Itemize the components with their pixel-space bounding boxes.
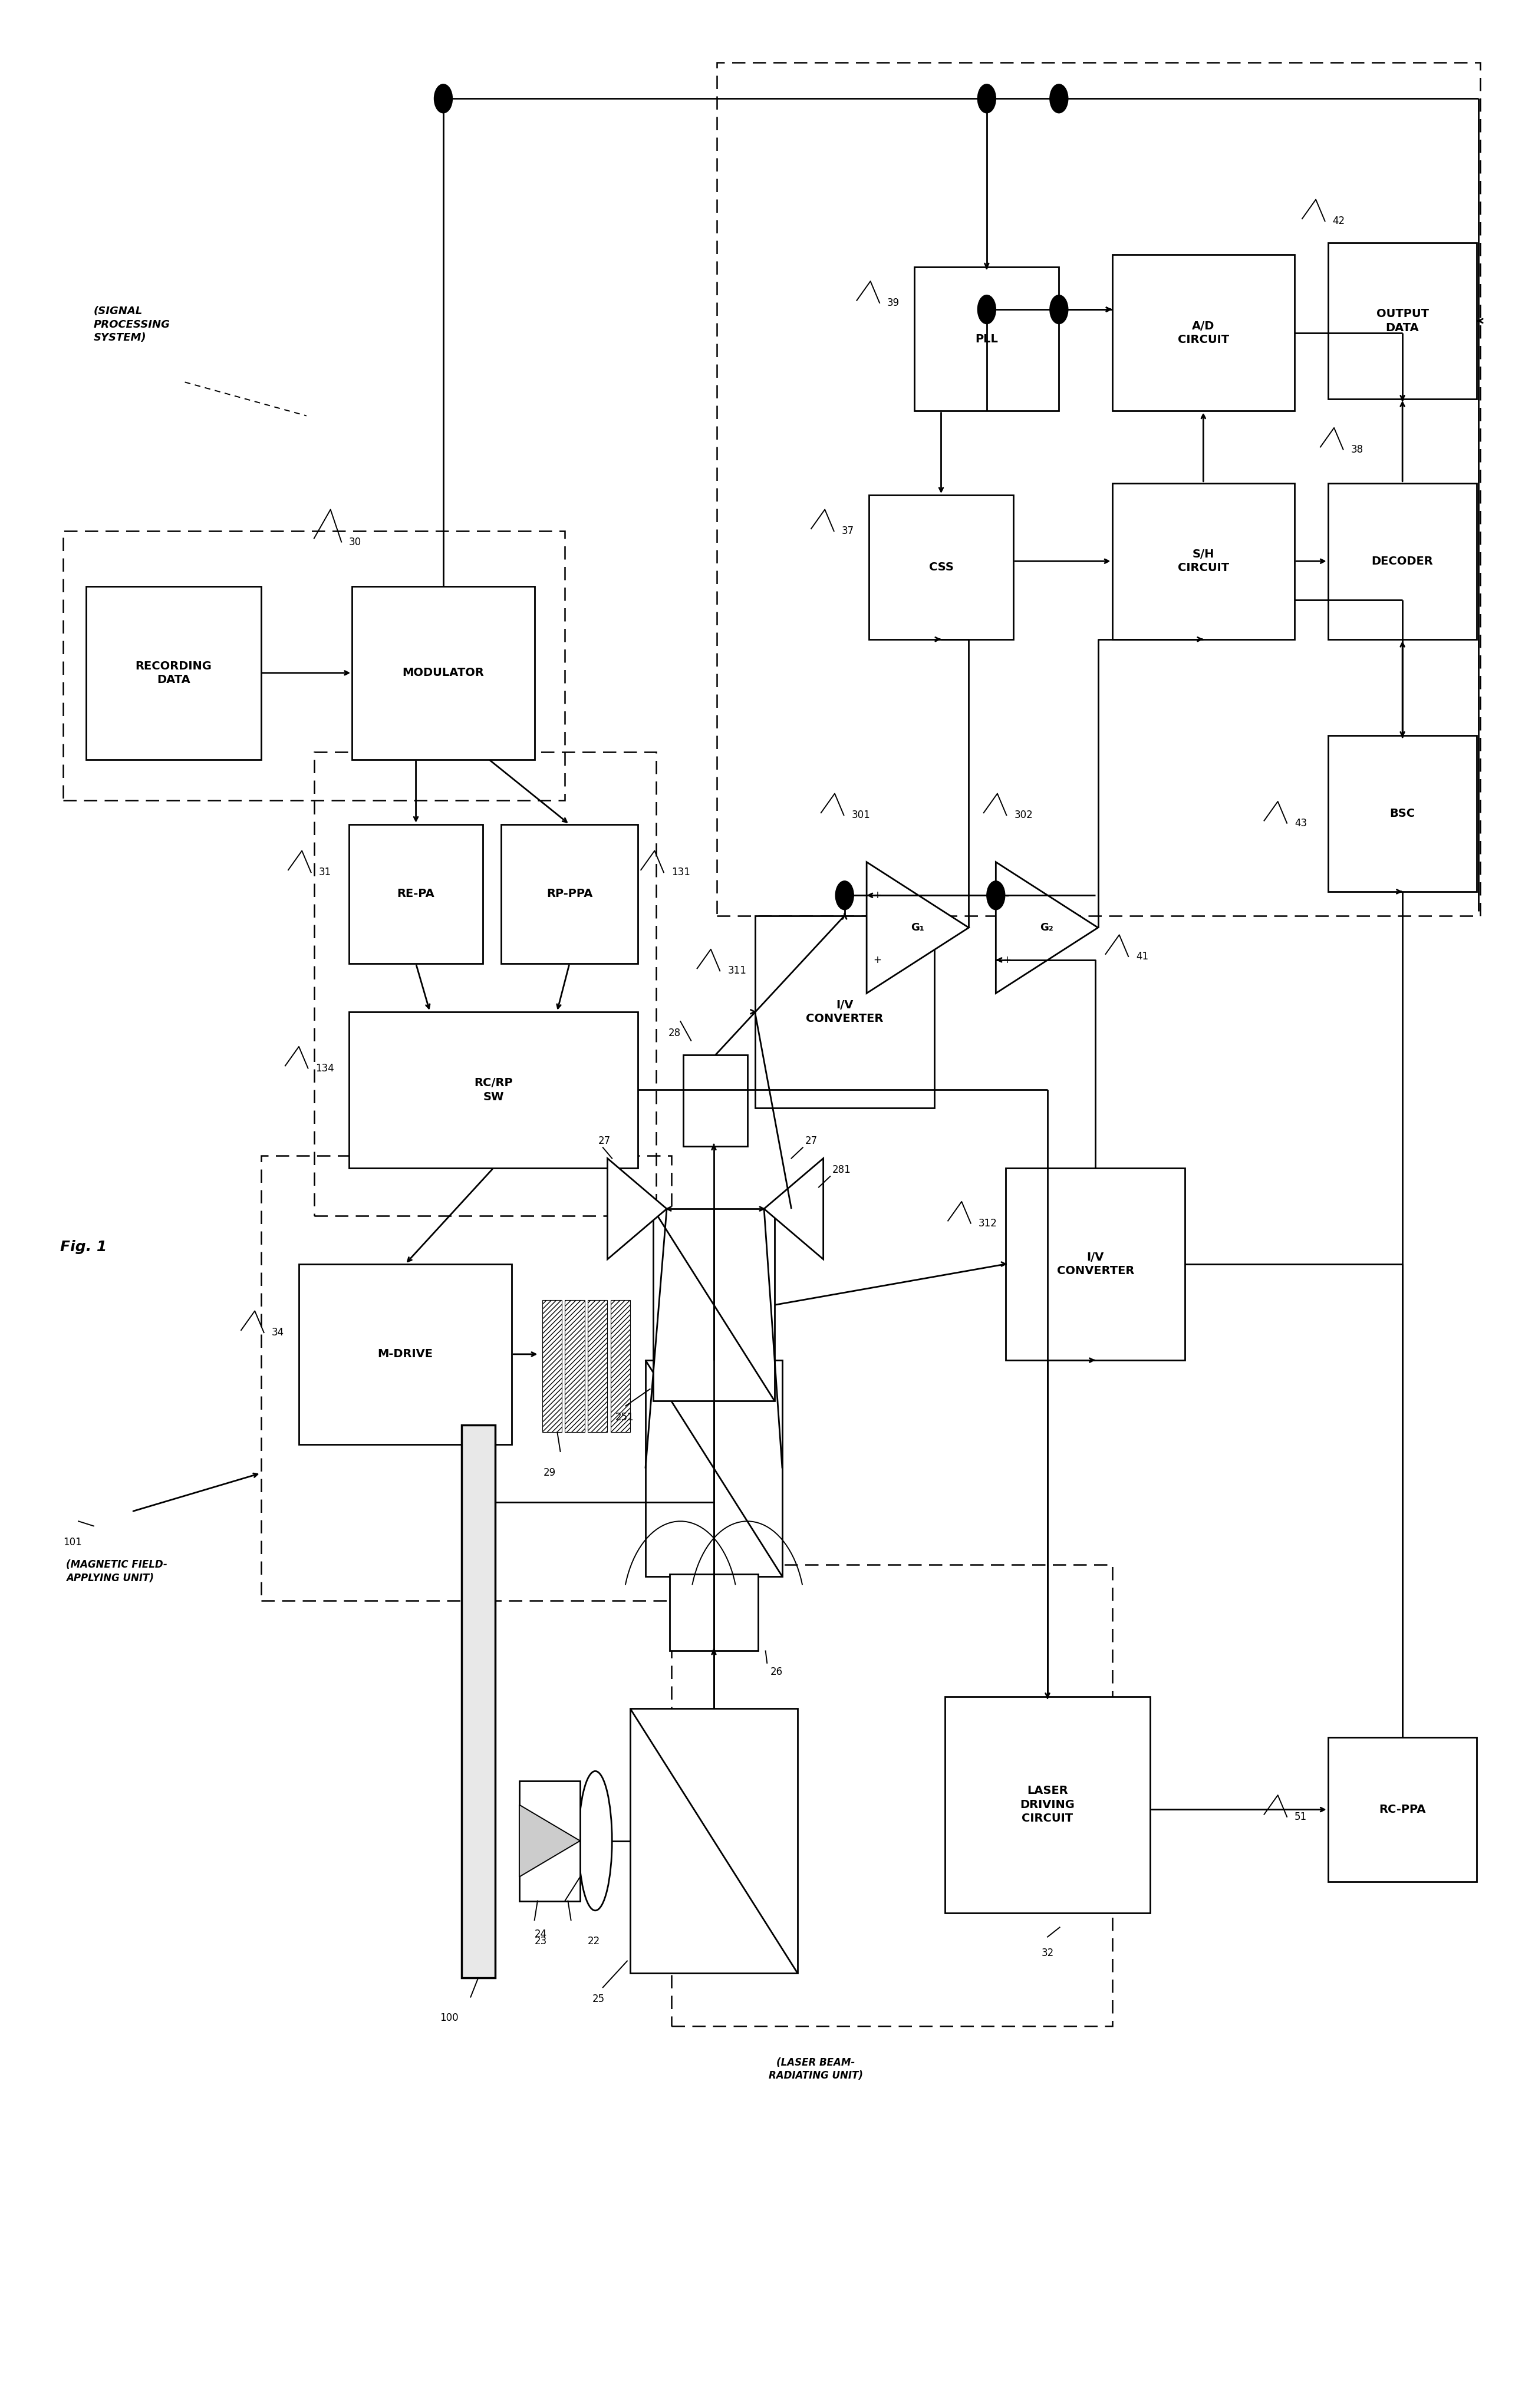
Circle shape (978, 296, 996, 323)
Text: 22: 22 (587, 1936, 601, 1946)
Text: 26: 26 (770, 1666, 782, 1678)
Text: RE-PA: RE-PA (396, 889, 435, 901)
Polygon shape (764, 1158, 823, 1259)
FancyBboxPatch shape (502, 824, 637, 963)
Text: Fig. 1: Fig. 1 (59, 1240, 107, 1255)
Text: 131: 131 (671, 867, 691, 877)
Text: 42: 42 (1333, 217, 1345, 226)
Text: 43: 43 (1295, 819, 1307, 828)
Text: 312: 312 (979, 1218, 997, 1228)
Text: +: + (874, 891, 881, 901)
FancyBboxPatch shape (1112, 255, 1295, 412)
Circle shape (987, 881, 1005, 910)
FancyBboxPatch shape (1112, 484, 1295, 638)
Circle shape (1049, 84, 1067, 113)
Text: G₁: G₁ (910, 922, 924, 932)
Text: PLL: PLL (976, 332, 999, 344)
Text: 134: 134 (316, 1062, 334, 1074)
Text: 32: 32 (1042, 1948, 1054, 1958)
Text: (MAGNETIC FIELD-
APPLYING UNIT): (MAGNETIC FIELD- APPLYING UNIT) (66, 1560, 168, 1584)
FancyBboxPatch shape (869, 496, 1013, 638)
FancyBboxPatch shape (564, 1300, 584, 1433)
FancyBboxPatch shape (352, 588, 534, 759)
Text: 27: 27 (598, 1137, 612, 1146)
FancyBboxPatch shape (683, 1055, 747, 1146)
FancyBboxPatch shape (587, 1300, 607, 1433)
Text: +: + (1002, 954, 1011, 966)
FancyBboxPatch shape (541, 1300, 561, 1433)
FancyBboxPatch shape (299, 1264, 512, 1445)
FancyBboxPatch shape (1328, 1739, 1476, 1881)
Text: RECORDING
DATA: RECORDING DATA (136, 660, 212, 686)
Text: 28: 28 (668, 1028, 680, 1038)
FancyBboxPatch shape (610, 1300, 630, 1433)
Text: 41: 41 (1136, 951, 1148, 961)
Text: 25: 25 (592, 1994, 605, 2003)
Text: 24: 24 (534, 1929, 547, 1938)
Text: MODULATOR: MODULATOR (403, 667, 485, 679)
FancyBboxPatch shape (946, 1698, 1150, 1912)
Text: 39: 39 (888, 299, 900, 308)
Text: G₂: G₂ (1040, 922, 1054, 932)
Text: 37: 37 (842, 525, 854, 537)
Text: (LASER BEAM-
RADIATING UNIT): (LASER BEAM- RADIATING UNIT) (769, 2056, 863, 2081)
Polygon shape (653, 1209, 775, 1401)
Text: 251: 251 (615, 1411, 634, 1423)
Text: 302: 302 (1014, 809, 1032, 821)
Polygon shape (630, 1710, 798, 1972)
FancyBboxPatch shape (669, 1575, 758, 1652)
FancyBboxPatch shape (1005, 1168, 1185, 1361)
Polygon shape (520, 1804, 579, 1876)
FancyBboxPatch shape (85, 588, 261, 759)
FancyBboxPatch shape (349, 1011, 637, 1168)
FancyBboxPatch shape (520, 1782, 579, 1900)
Text: 38: 38 (1351, 443, 1363, 455)
FancyBboxPatch shape (915, 267, 1058, 412)
Text: LASER
DRIVING
CIRCUIT: LASER DRIVING CIRCUIT (1020, 1784, 1075, 1825)
Text: DECODER: DECODER (1371, 556, 1434, 566)
Text: 34: 34 (271, 1327, 284, 1339)
Text: 23: 23 (534, 1936, 547, 1946)
Text: M-DRIVE: M-DRIVE (378, 1348, 433, 1361)
Text: -: - (1005, 891, 1008, 901)
Text: +: + (874, 954, 881, 966)
Text: 301: 301 (851, 809, 871, 821)
Text: RP-PPA: RP-PPA (546, 889, 593, 901)
Circle shape (1049, 296, 1067, 323)
Circle shape (435, 84, 453, 113)
FancyBboxPatch shape (1328, 484, 1476, 638)
Circle shape (836, 881, 854, 910)
Circle shape (978, 84, 996, 113)
Text: 31: 31 (319, 867, 331, 877)
Text: 29: 29 (543, 1466, 557, 1479)
Text: OUTPUT
DATA: OUTPUT DATA (1376, 308, 1429, 332)
Text: BSC: BSC (1389, 809, 1415, 819)
Polygon shape (996, 862, 1098, 992)
Text: S/H
CIRCUIT: S/H CIRCUIT (1177, 549, 1229, 573)
Polygon shape (645, 1361, 782, 1577)
Ellipse shape (578, 1772, 612, 1910)
Text: 51: 51 (1295, 1811, 1307, 1823)
FancyBboxPatch shape (1328, 734, 1476, 891)
FancyBboxPatch shape (1328, 243, 1476, 400)
Polygon shape (866, 862, 968, 992)
Text: 101: 101 (63, 1536, 82, 1548)
Text: 100: 100 (441, 2013, 459, 2023)
Text: 281: 281 (833, 1165, 851, 1175)
Text: RC-PPA: RC-PPA (1379, 1804, 1426, 1816)
Text: I/V
CONVERTER: I/V CONVERTER (1057, 1252, 1135, 1276)
Text: I/V
CONVERTER: I/V CONVERTER (805, 999, 883, 1023)
Text: 30: 30 (349, 537, 361, 547)
Text: 311: 311 (727, 966, 746, 975)
FancyBboxPatch shape (349, 824, 483, 963)
Polygon shape (607, 1158, 666, 1259)
Text: CSS: CSS (929, 561, 953, 573)
Text: (SIGNAL
PROCESSING
SYSTEM): (SIGNAL PROCESSING SYSTEM) (93, 306, 171, 342)
FancyBboxPatch shape (755, 915, 935, 1108)
Text: A/D
CIRCUIT: A/D CIRCUIT (1177, 320, 1229, 344)
Text: 27: 27 (805, 1137, 817, 1146)
FancyBboxPatch shape (462, 1426, 496, 1977)
Text: RC/RP
SW: RC/RP SW (474, 1076, 512, 1103)
